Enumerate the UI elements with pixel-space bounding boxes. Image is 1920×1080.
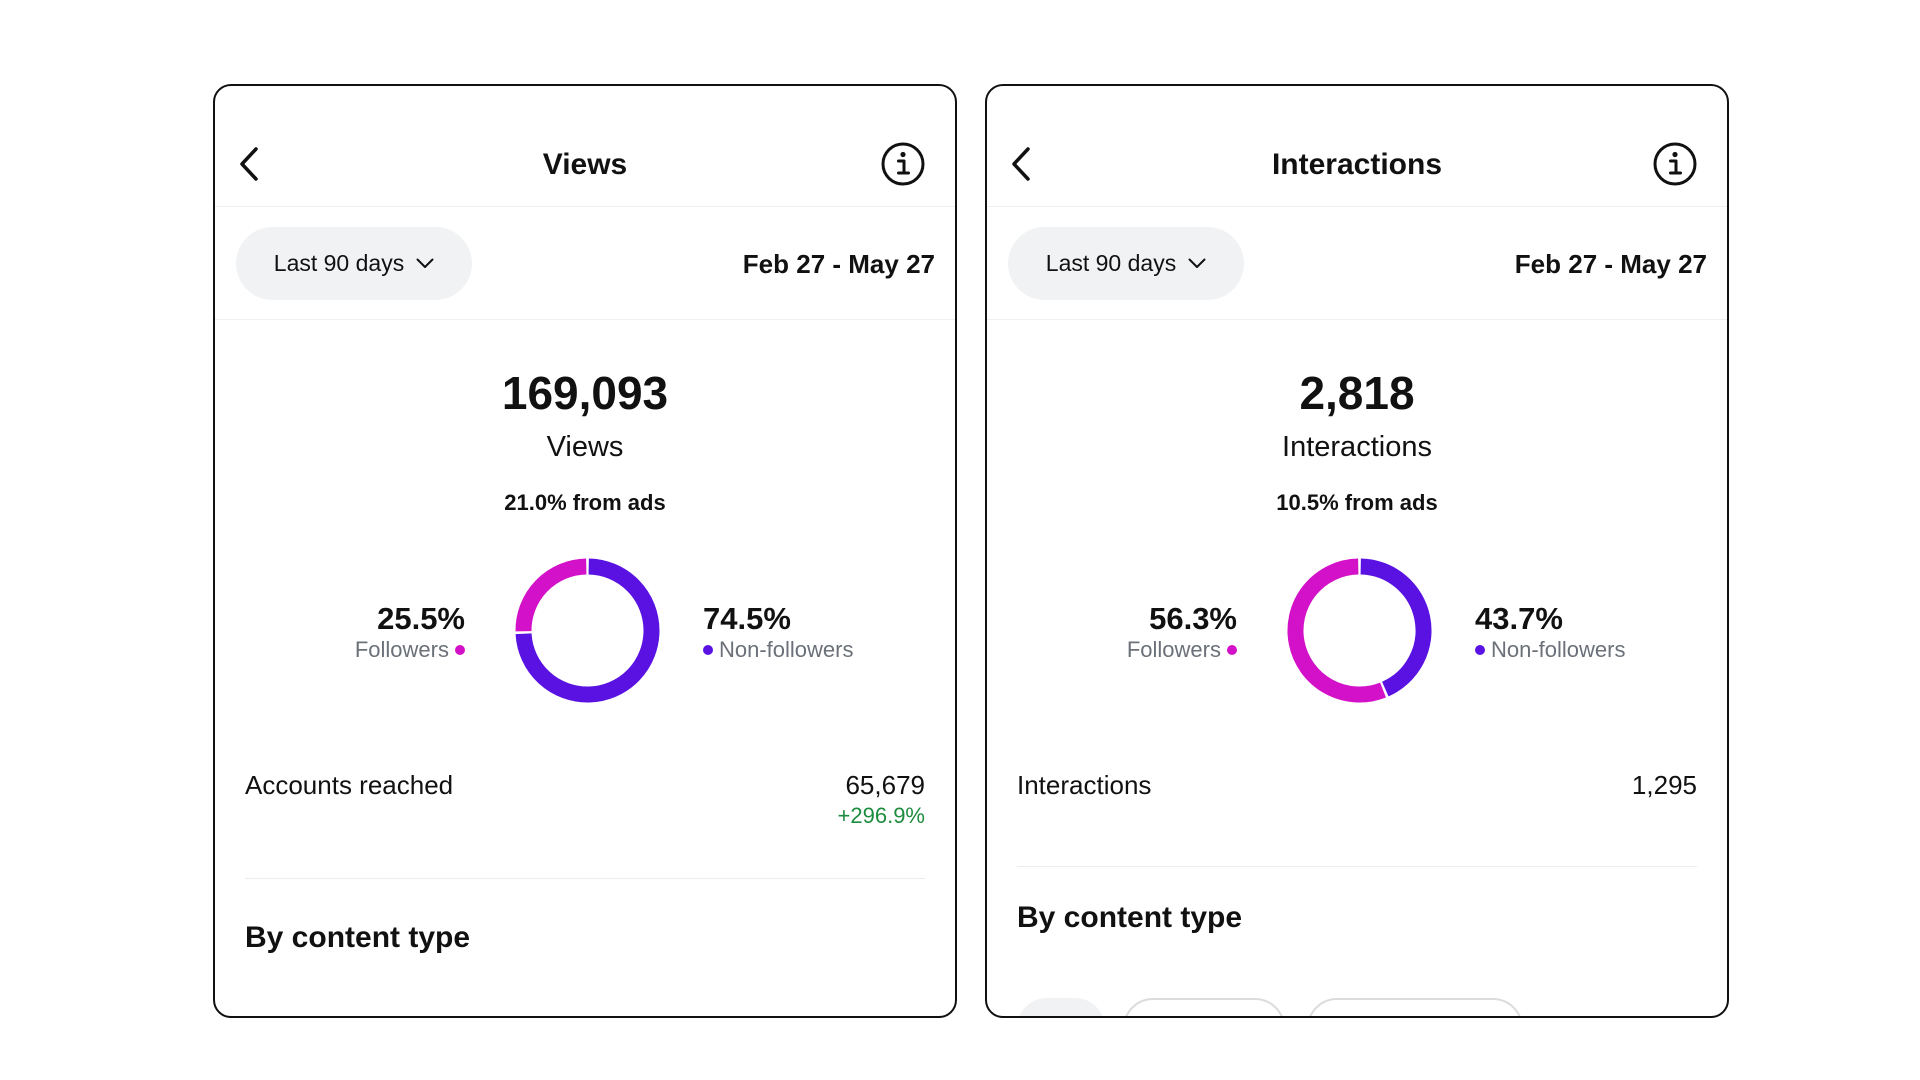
date-range-label: Last 90 days	[273, 250, 405, 276]
divider	[245, 878, 925, 879]
content-type-chip[interactable]	[1017, 998, 1105, 1016]
content-type-chip[interactable]	[1123, 998, 1285, 1016]
non-followers-stat: 74.5% Non-followers	[703, 601, 854, 663]
chevron-left-icon	[240, 147, 258, 181]
content-type-chip[interactable]	[1307, 998, 1523, 1016]
audience-donut-chart	[515, 558, 660, 703]
ads-share-note: 10.5% from ads	[1276, 490, 1438, 515]
date-range-dates: Feb 27 - May 27	[742, 249, 935, 279]
page-title: Views	[542, 148, 628, 181]
total-value: 2,818	[1299, 367, 1415, 419]
followers-stat: 25.5% Followers	[355, 601, 465, 663]
info-circle-icon	[1653, 142, 1697, 186]
chevron-down-icon	[1188, 258, 1206, 268]
followers-percentage: 25.5%	[377, 601, 465, 636]
metric-value: 1,295	[1631, 770, 1697, 800]
non-followers-label: Non-followers	[1491, 637, 1626, 662]
views-panel: Views Last 90 days Feb 27 - May 27 169,0…	[213, 84, 957, 1018]
followers-legend-dot	[1227, 645, 1237, 655]
total-label: Interactions	[1282, 431, 1432, 463]
non-followers-arc	[1360, 558, 1432, 697]
non-followers-legend-dot	[703, 645, 713, 655]
header: Views	[215, 86, 955, 207]
ads-share-note: 21.0% from ads	[504, 490, 666, 515]
chevron-left-icon	[1012, 147, 1030, 181]
date-range-row: Last 90 days Feb 27 - May 27	[987, 206, 1727, 320]
info-button[interactable]	[1651, 140, 1699, 188]
section-title: By content type	[1017, 901, 1243, 934]
followers-label: Followers	[354, 637, 449, 662]
back-button[interactable]	[229, 142, 269, 186]
metric-name: Accounts reached	[245, 770, 454, 800]
date-range-label: Last 90 days	[1045, 250, 1177, 276]
non-followers-stat: 43.7% Non-followers	[1475, 601, 1626, 663]
followers-label: Followers	[1126, 637, 1221, 662]
interactions-panel: Interactions Last 90 days Feb 27 - May 2…	[985, 84, 1729, 1018]
divider	[1017, 866, 1697, 867]
metric-change: +296.9%	[837, 803, 925, 828]
date-range-dropdown[interactable]: Last 90 days	[1008, 227, 1244, 300]
followers-legend-dot	[455, 645, 465, 655]
info-button[interactable]	[879, 140, 927, 188]
audience-donut-chart	[1287, 558, 1432, 703]
metric-value: 65,679	[845, 770, 925, 800]
back-button[interactable]	[1001, 142, 1041, 186]
date-range-dates: Feb 27 - May 27	[1514, 249, 1707, 279]
followers-arc	[1287, 558, 1386, 703]
section-title: By content type	[245, 921, 471, 954]
metric-name: Interactions	[1017, 770, 1152, 800]
non-followers-arc	[515, 558, 660, 703]
total-value: 169,093	[501, 367, 669, 419]
total-label: Views	[546, 431, 624, 463]
date-range-dropdown[interactable]: Last 90 days	[236, 227, 472, 300]
info-circle-icon	[881, 142, 925, 186]
date-range-row: Last 90 days Feb 27 - May 27	[215, 206, 955, 320]
page-title: Interactions	[1271, 148, 1443, 181]
non-followers-label: Non-followers	[719, 637, 854, 662]
non-followers-percentage: 43.7%	[1475, 601, 1563, 636]
non-followers-percentage: 74.5%	[703, 601, 791, 636]
chevron-down-icon	[416, 258, 434, 268]
header: Interactions	[987, 86, 1727, 207]
followers-arc	[515, 558, 587, 632]
followers-stat: 56.3% Followers	[1127, 601, 1237, 663]
non-followers-legend-dot	[1475, 645, 1485, 655]
followers-percentage: 56.3%	[1149, 601, 1237, 636]
